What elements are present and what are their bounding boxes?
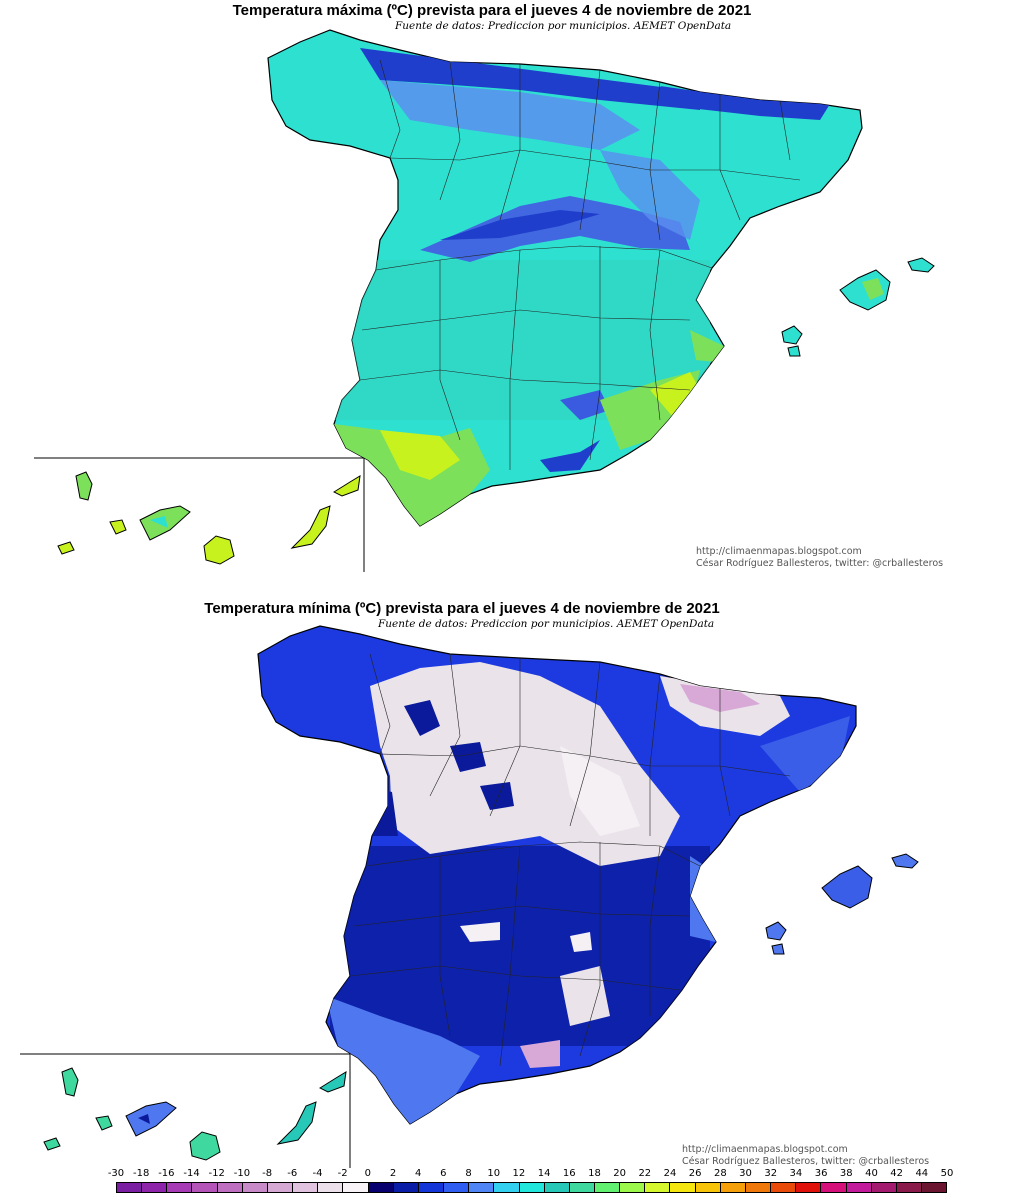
legend-swatch [569,1183,595,1192]
legend-label: 42 [890,1168,903,1179]
legend-swatch [645,1183,671,1192]
max-canary-inset-frame [34,457,365,572]
legend-swatch [217,1183,243,1192]
legend-swatch [318,1183,344,1192]
min-canary-islands [43,1067,347,1161]
min-canary-inset-frame [20,1053,351,1168]
legend-label: 38 [839,1168,853,1179]
legend-swatch [620,1183,646,1192]
legend-label: -4 [312,1168,323,1179]
legend-labels: -30 -18 -16 -14 -12 -10 -8 -6 -4 -2 0 2 4 6 8 10 12 14 16 1… [0,1168,1024,1180]
legend-swatch [695,1183,721,1192]
legend-label: 6 [440,1168,447,1179]
legend-swatch [796,1183,822,1192]
legend-swatch [594,1183,621,1192]
legend-label: 16 [562,1168,576,1179]
legend-swatch [393,1183,419,1192]
legend-swatch [293,1183,319,1192]
legend-label: 32 [764,1168,778,1179]
max-map-source: Fuente de datos: Prediccion por municipi… [395,20,732,32]
legend-label: -16 [158,1168,175,1179]
legend-swatch [871,1183,897,1192]
legend-label: -2 [337,1168,348,1179]
legend-label: -30 [107,1168,125,1179]
legend-label: 4 [414,1168,422,1179]
max-credit-url: http://climaenmapas.blogspot.com [696,546,862,557]
legend-label: -12 [208,1168,225,1179]
legend-swatch [519,1183,545,1192]
legend-label: 20 [613,1168,626,1179]
max-balearic-islands [781,257,935,357]
min-credit-url: http://climaenmapas.blogspot.com [682,1144,848,1155]
legend-label: 50 [940,1168,954,1179]
max-temp-map-panel: Temperatura máxima (ºC) prevista para el… [0,0,1024,590]
legend-label: -14 [183,1168,200,1179]
min-temp-map [20,625,919,1168]
legend-label: 28 [713,1168,727,1179]
legend-swatch [494,1183,520,1192]
legend-swatch [745,1183,772,1192]
max-peninsula [267,29,863,527]
legend-label: -6 [287,1168,298,1179]
min-credits: http://climaenmapas.blogspot.com César R… [682,1144,929,1168]
legend-swatch [117,1183,143,1192]
max-credits: http://climaenmapas.blogspot.com César R… [696,546,943,570]
legend-label: -18 [133,1168,150,1179]
legend-label: 44 [915,1168,929,1179]
legend-label: 24 [663,1168,677,1179]
legend-swatch [922,1183,947,1192]
min-temp-map-panel: Temperatura mínima (ºC) prevista para el… [0,596,1024,1176]
legend-swatch [267,1183,294,1192]
legend-swatch [896,1183,922,1192]
legend-label: 12 [512,1168,526,1179]
legend-swatch [670,1183,696,1192]
legend-label: -8 [262,1168,273,1179]
legend-color-bar [116,1182,947,1193]
legend-swatch [343,1183,369,1192]
legend-label: 0 [364,1168,371,1179]
legend-label: 34 [789,1168,803,1179]
legend-label: 26 [688,1168,702,1179]
legend-swatch [418,1183,445,1192]
legend-swatch [444,1183,470,1192]
temperature-legend: -30 -18 -16 -14 -12 -10 -8 -6 -4 -2 0 2 4 6 8 10 12 14 16 1… [0,1166,1024,1198]
min-balearic-islands [765,853,919,955]
legend-swatch [821,1183,847,1192]
legend-label: 8 [465,1168,472,1179]
min-map-title: Temperatura mínima (ºC) prevista para el… [204,600,720,617]
legend-swatch [720,1183,746,1192]
legend-label: 36 [814,1168,828,1179]
legend-swatch [771,1183,797,1192]
legend-swatch [142,1183,168,1192]
legend-swatch [242,1183,268,1192]
max-map-title: Temperatura máxima (ºC) prevista para el… [232,2,752,19]
max-canary-islands [57,471,361,565]
legend-label: 2 [389,1168,397,1179]
legend-swatch [167,1183,193,1192]
legend-label: 10 [487,1168,501,1179]
min-peninsula [257,625,857,1125]
min-credit-author: César Rodríguez Ballesteros, twitter: @c… [682,1156,930,1167]
legend-swatch [368,1183,394,1192]
legend-label: 30 [739,1168,752,1179]
legend-label: -10 [233,1168,251,1179]
max-credit-author: César Rodríguez Ballesteros, twitter: @c… [696,558,944,569]
legend-swatch [544,1183,570,1192]
max-temp-map [34,29,935,572]
legend-swatch [469,1183,495,1192]
legend-label: 18 [588,1168,601,1179]
legend-label: 22 [638,1168,652,1179]
min-map-source: Fuente de datos: Prediccion por municipi… [378,618,715,630]
legend-label: 14 [537,1168,551,1179]
legend-swatch [192,1183,218,1192]
legend-label: 40 [865,1168,878,1179]
legend-swatch [846,1183,872,1192]
